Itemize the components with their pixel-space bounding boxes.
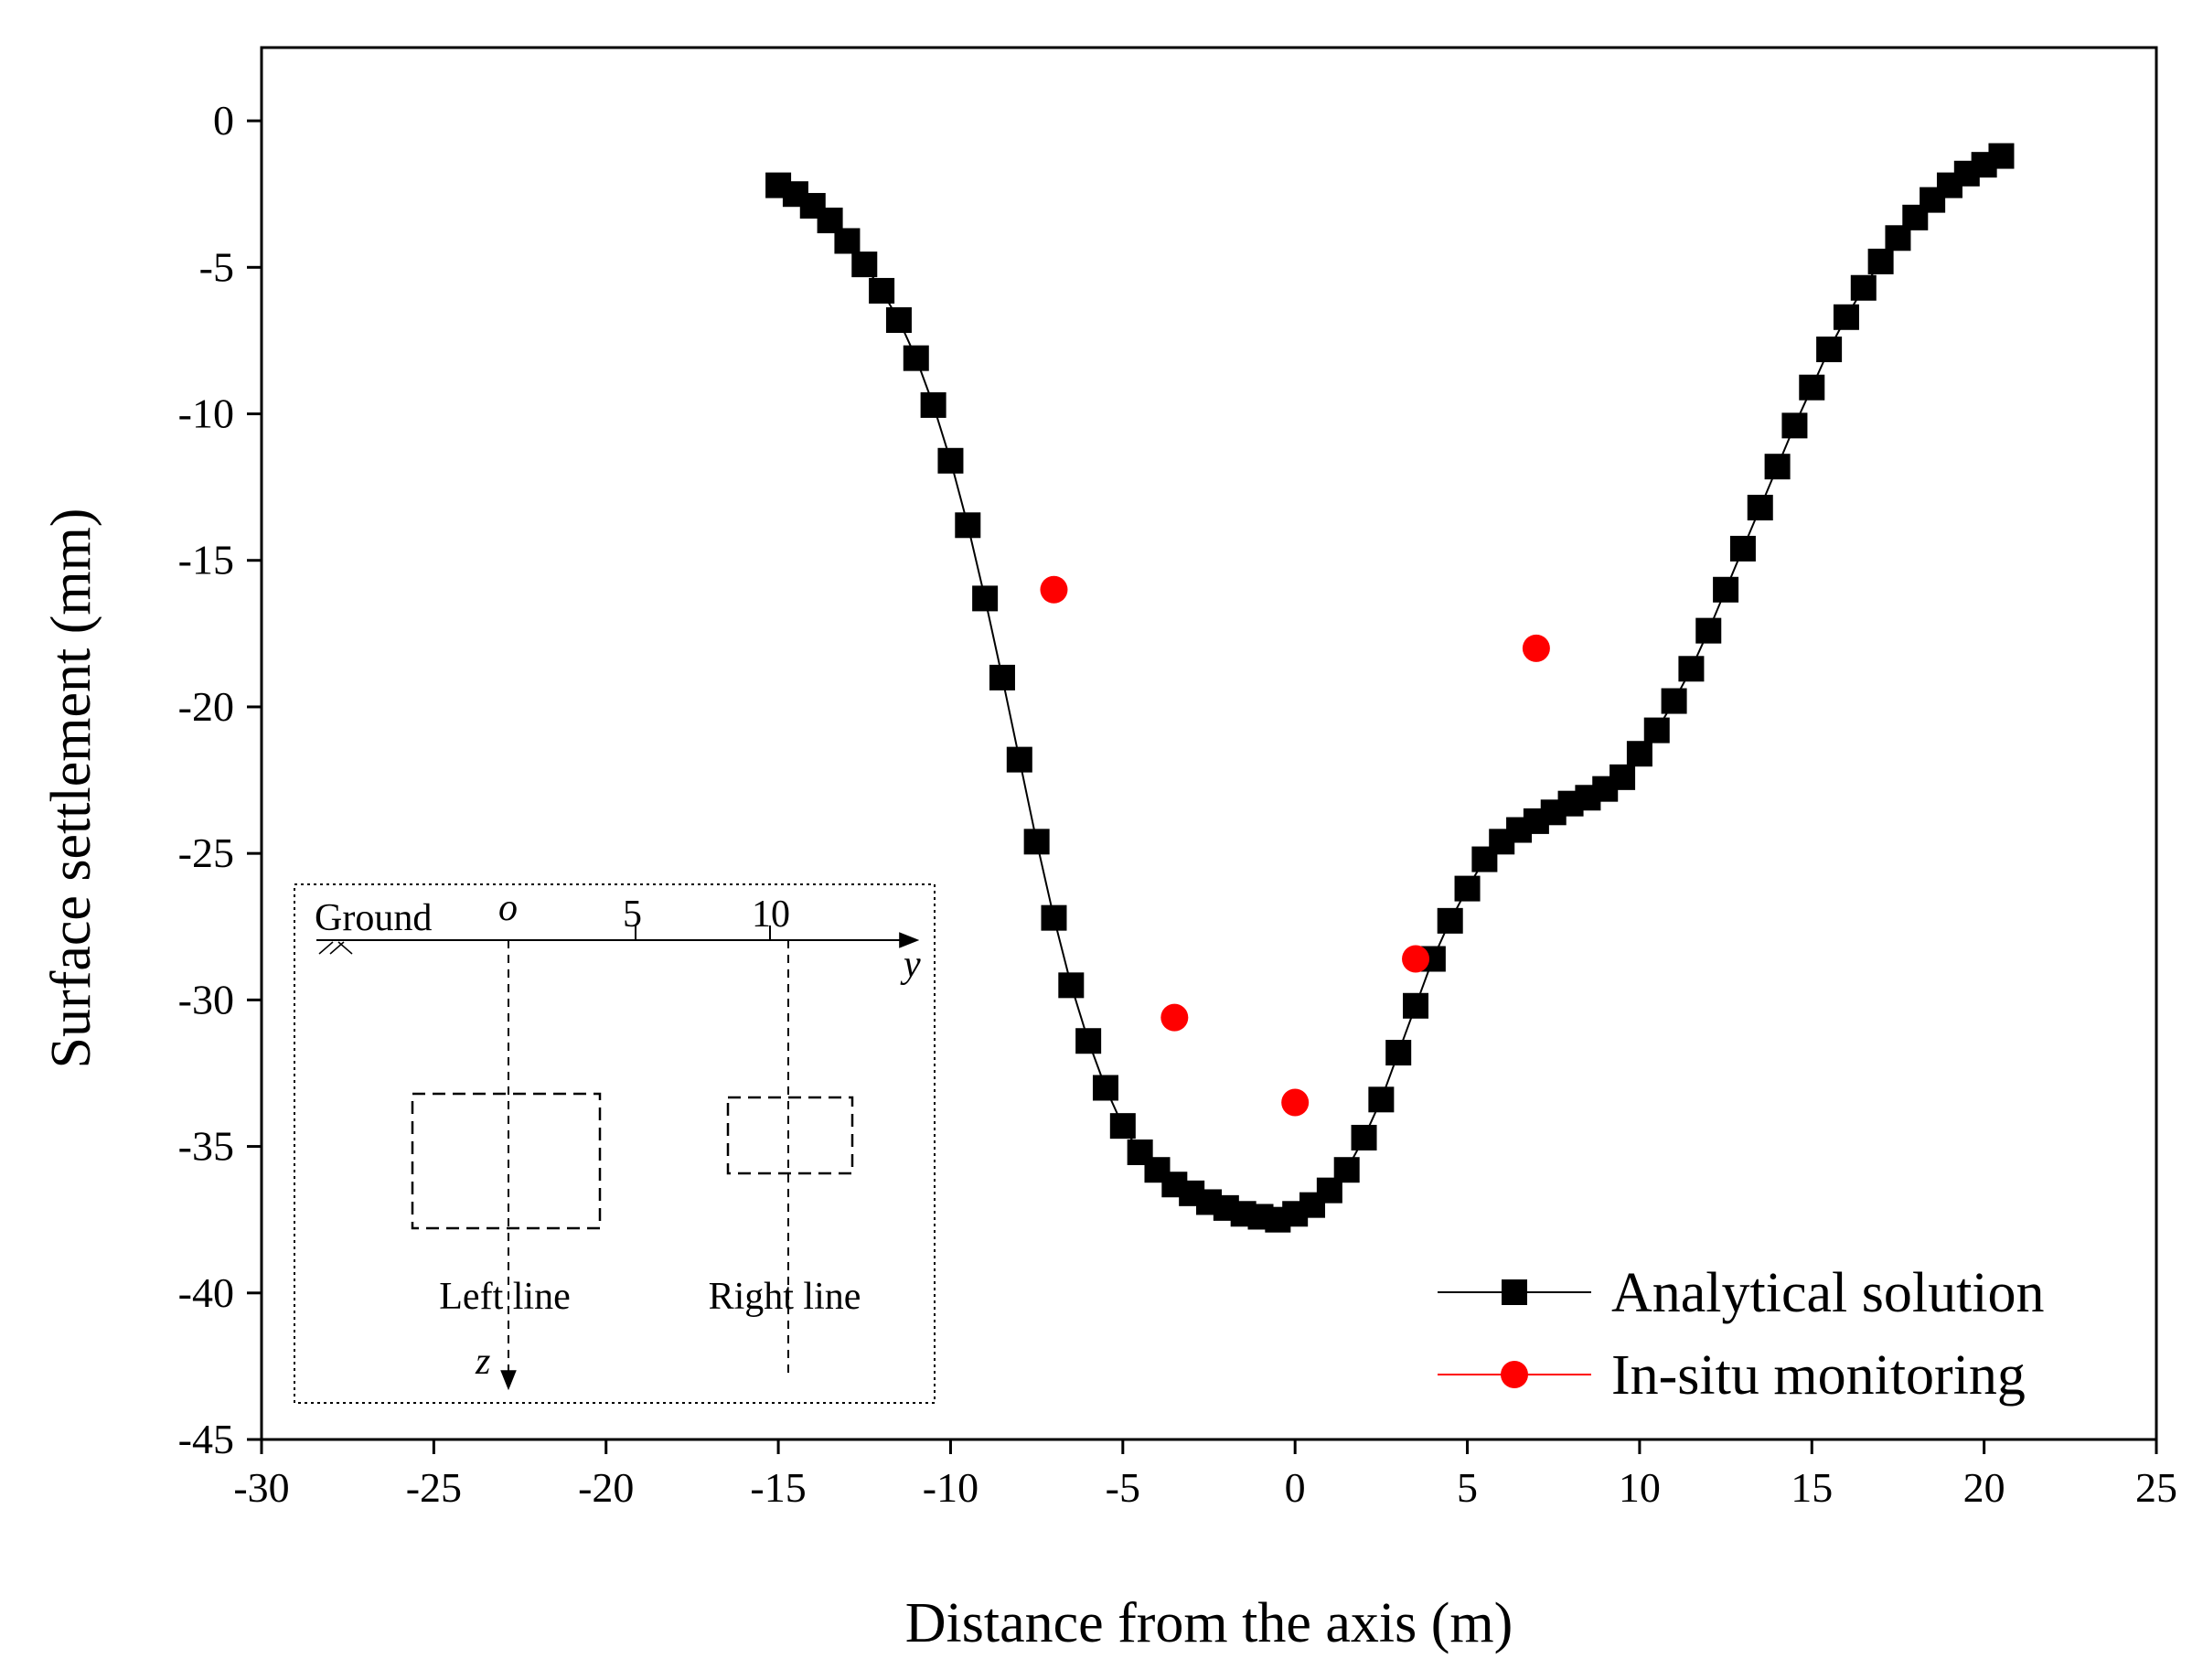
analytical-point [989,664,1015,690]
y-axis-label-inset: y [900,944,921,986]
analytical-point [1454,875,1481,902]
analytical-point [1781,412,1808,439]
analytical-point [1109,1113,1136,1140]
ground-hatch-1 [318,941,334,955]
analytical-point [972,585,999,612]
analytical-point [1609,764,1636,790]
analytical-point [1729,535,1756,562]
analytical-point [1075,1028,1102,1054]
x-tick-label--10: -10 [923,1464,979,1511]
y-tick-label--20: -20 [178,683,234,730]
analytical-point [1023,829,1050,855]
inset-tick-label-10: 10 [752,894,790,936]
x-tick-label-5: 5 [1457,1464,1478,1511]
ground-label: Ground [315,897,432,939]
y-tick-label--25: -25 [178,829,234,876]
analytical-point [920,391,946,418]
y-axis: 0 -5 -10 -15 -20 -25 -30 -35 -40 -45 [178,97,262,1462]
right-line-label: Right line [709,1276,861,1318]
x-axis: -30 -25 -20 -15 -10 -5 0 5 10 15 20 25 [233,1439,2177,1511]
x-tick-label--15: -15 [750,1464,806,1511]
right-tunnel [726,1096,854,1175]
analytical-point [851,251,878,278]
analytical-point [1747,495,1773,521]
analytical-point [1678,656,1705,682]
legend-marker-insitu [1501,1361,1528,1388]
in-situ-point [1402,945,1430,973]
analytical-point [1368,1086,1395,1113]
origin-label: o [498,887,518,929]
y-tick-label--30: -30 [178,976,234,1022]
legend: Analytical solution In-situ monitoring [1438,1262,2045,1407]
x-tick-label-0: 0 [1285,1464,1306,1511]
y-tick-label--5: -5 [199,243,234,290]
analytical-point [1695,617,1722,644]
analytical-point [1643,717,1670,744]
x-tick-label--5: -5 [1106,1464,1140,1511]
analytical-point [1437,907,1463,934]
in-situ-point [1281,1088,1310,1117]
analytical-point [1351,1124,1377,1150]
analytical-point [1867,248,1894,274]
analytical-point [1816,337,1843,363]
y-tick-label--35: -35 [178,1123,234,1170]
analytical-point [1041,904,1067,931]
series-in-situ-monitoring [1040,575,1550,1117]
x-axis-title: Distance from the axis (m) [905,1592,1513,1654]
legend-label-analytical: Analytical solution [1611,1262,2045,1324]
z-axis-label-inset: z [475,1341,490,1383]
y-tick-label--40: -40 [178,1269,234,1316]
analytical-point [885,306,912,333]
analytical-point [1850,274,1877,301]
x-tick-label--25: -25 [406,1464,462,1511]
in-situ-point [1522,634,1550,662]
analytical-point [1006,746,1032,773]
series-analytical-solution [765,143,2015,1233]
analytical-point [1713,576,1739,603]
analytical-point [1799,374,1825,401]
analytical-point [937,447,964,474]
x-tick-label--30: -30 [233,1464,289,1511]
legend-label-insitu: In-situ monitoring [1611,1344,2026,1407]
analytical-point [1764,454,1791,480]
plot-frame [260,46,2158,1441]
in-situ-point [1160,1003,1189,1032]
inset-frame [294,883,936,1404]
x-tick-label-15: 15 [1791,1464,1833,1511]
legend-marker-analytical [1502,1279,1527,1305]
analytical-point [1626,741,1652,767]
left-line-label: Left line [439,1276,570,1318]
y-tick-label--10: -10 [178,391,234,437]
analytical-point [955,512,981,539]
analytical-point [903,345,929,371]
x-tick-label--20: -20 [578,1464,634,1511]
x-tick-label-20: 20 [1963,1464,2005,1511]
y-axis-title: Surface settlement (mm) [40,508,102,1069]
y-tick-label--45: -45 [178,1416,234,1462]
analytical-point [1333,1157,1360,1183]
analytical-point [834,228,861,254]
analytical-point [1058,972,1085,999]
in-situ-point [1040,575,1068,604]
analytical-point [1092,1075,1118,1101]
analytical-point [869,277,895,304]
analytical-point [1988,143,2015,169]
inset-diagram: Ground o 5 10 y z Left line Right line [294,883,936,1404]
analytical-point [1385,1040,1412,1066]
ground-hatch-3 [337,941,353,955]
x-tick-label-25: 25 [2135,1464,2177,1511]
x-tick-label-10: 10 [1619,1464,1661,1511]
analytical-point [1403,992,1429,1019]
inset-tick-label-5: 5 [623,894,642,936]
y-tick-label--15: -15 [178,537,234,583]
y-tick-label-0: 0 [213,97,234,144]
analytical-point [1833,304,1859,330]
analytical-point [1661,688,1687,714]
